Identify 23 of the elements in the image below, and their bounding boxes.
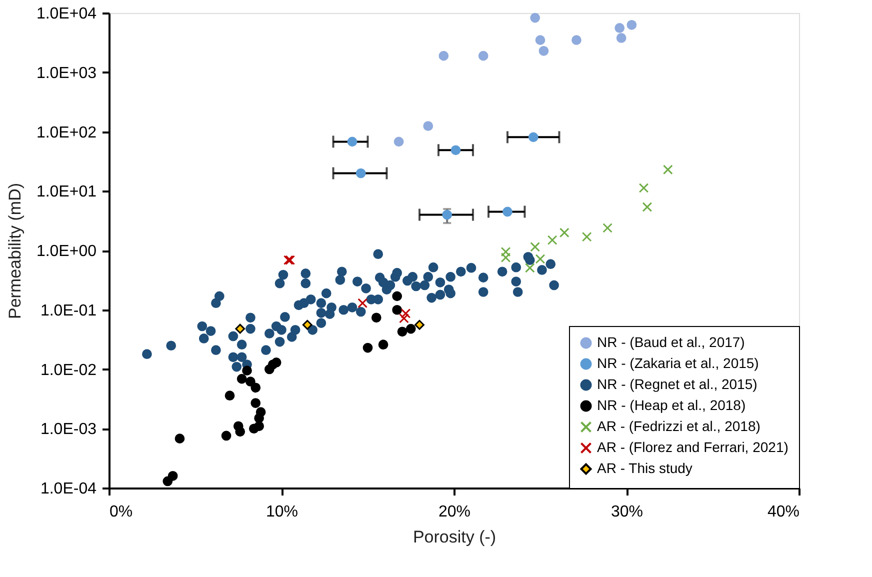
y-tick-label: 1.0E-03 <box>40 421 97 438</box>
legend-label: NR - (Heap et al., 2018) <box>597 397 746 413</box>
x-tick-label: 10% <box>266 504 298 520</box>
y-tick-label: 1.0E+01 <box>36 184 97 201</box>
legend-label: AR - (Florez and Ferrari, 2021) <box>597 439 788 455</box>
legend-label: AR - (Fedrizzi et al., 2018) <box>597 418 760 434</box>
y-tick-label: 1.0E+00 <box>36 243 97 260</box>
legend-label: NR - (Baud et al., 2017) <box>597 334 745 350</box>
y-tick-label: 1.0E+02 <box>36 124 97 142</box>
y-tick-label: 1.0E+04 <box>36 6 97 22</box>
legend-label: NR - (Zakaria et al., 2015) <box>597 355 759 371</box>
y-tick-label: 1.0E+03 <box>36 64 97 82</box>
x-tick-label: 40% <box>767 504 800 520</box>
x-tick-label: 0% <box>110 504 133 520</box>
x-tick-label: 30% <box>610 504 644 520</box>
y-tick-label: 1.0E-01 <box>40 302 97 320</box>
legend-label: AR - This study <box>597 460 692 476</box>
x-tick-label: 20% <box>438 504 471 520</box>
legend-label: NR - (Regnet et al., 2015) <box>597 376 758 392</box>
y-tick-label: 1.0E-04 <box>40 480 97 498</box>
y-tick-label: 1.0E-02 <box>40 362 97 379</box>
y-axis-title: Permeability (mD) <box>5 182 24 320</box>
x-axis-title: Porosity (-) <box>412 528 496 546</box>
